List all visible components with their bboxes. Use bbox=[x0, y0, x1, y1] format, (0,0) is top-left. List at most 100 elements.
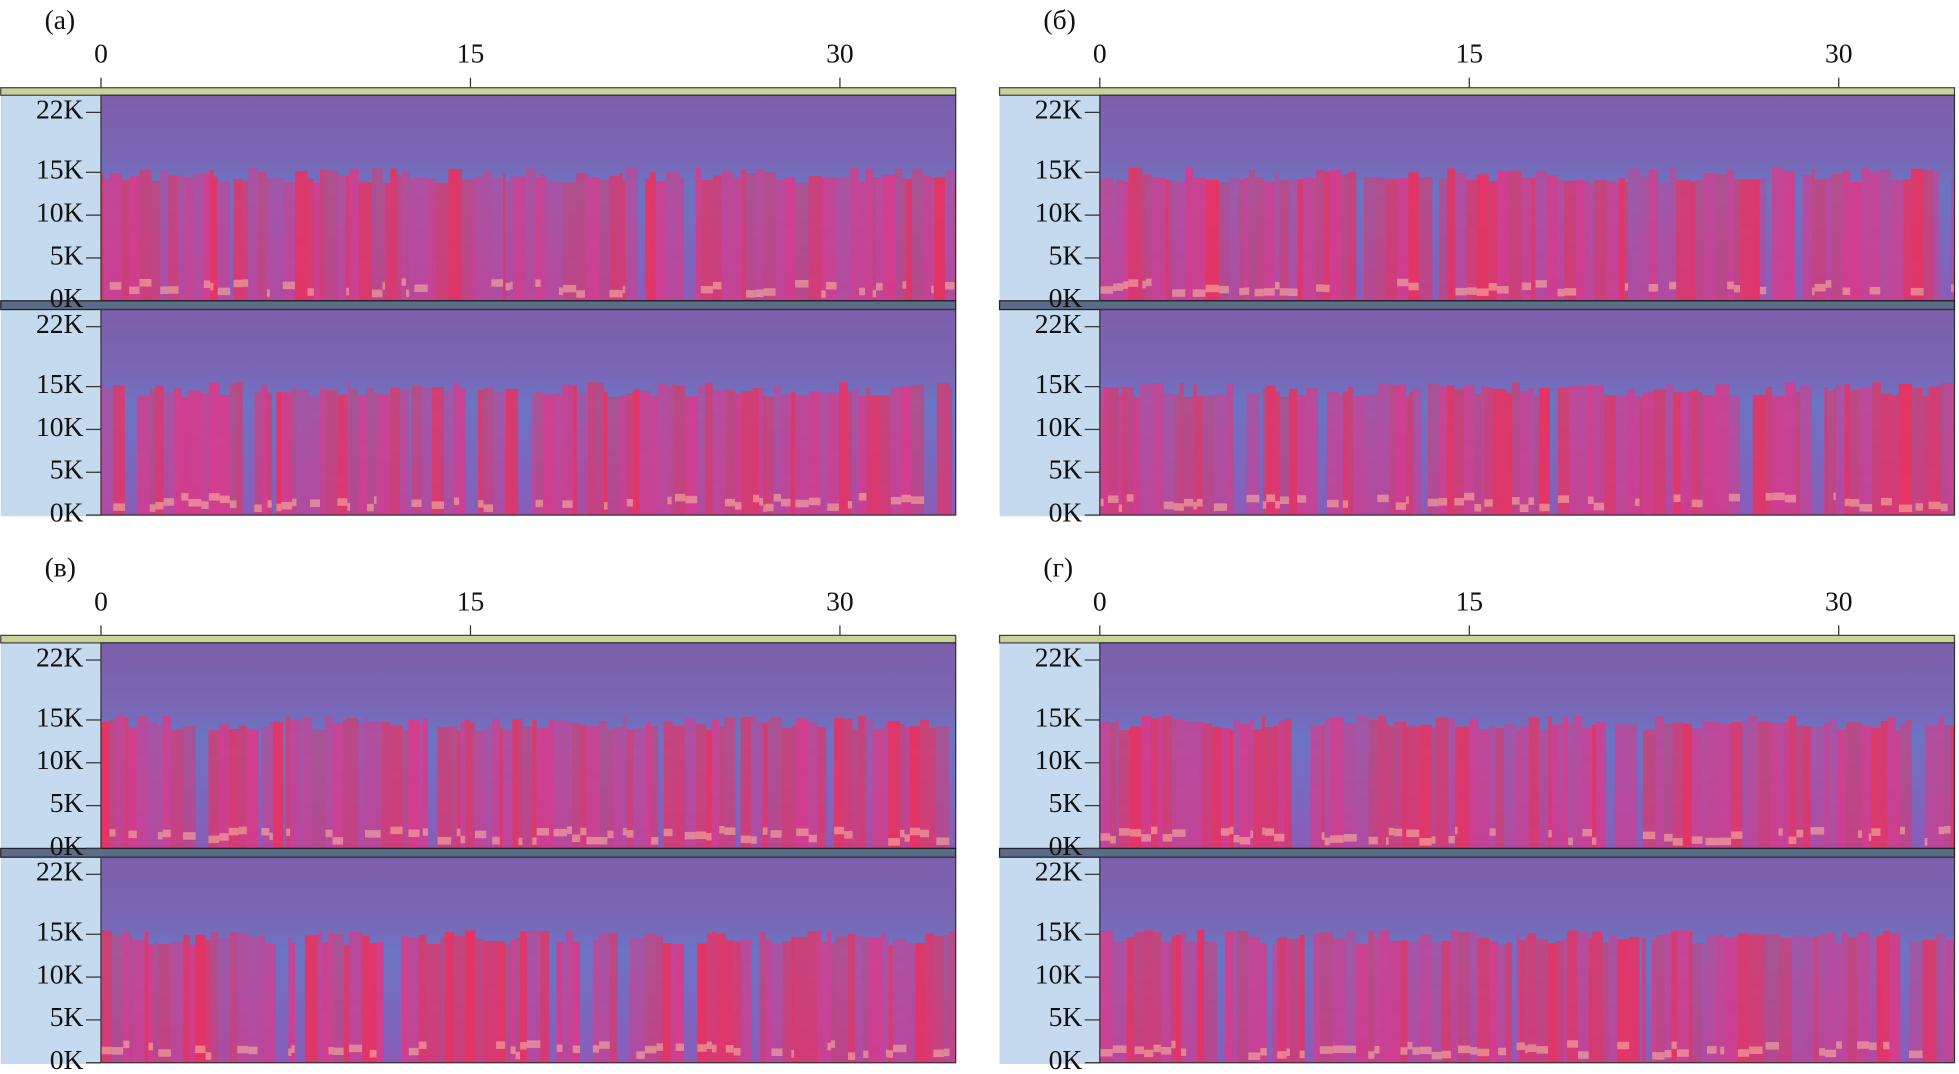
spectrogram-band bbox=[257, 171, 267, 301]
spectrogram-low bbox=[1408, 282, 1419, 291]
spectrogram-low bbox=[821, 290, 826, 298]
spectrogram-low bbox=[808, 834, 817, 843]
spectrogram-band bbox=[1197, 929, 1205, 1063]
spectrogram-band bbox=[510, 176, 513, 301]
spectrogram-band bbox=[740, 939, 752, 1063]
spectrogram-band bbox=[1260, 942, 1267, 1063]
spectrogram-low bbox=[1205, 284, 1220, 293]
spectrogram-low bbox=[1814, 283, 1826, 292]
spectrogram-band bbox=[540, 173, 544, 301]
spectrogram-low bbox=[478, 500, 484, 508]
spectrogram-low bbox=[337, 498, 348, 506]
spectrogram-band bbox=[1803, 936, 1814, 1063]
spectrogram-band bbox=[1539, 729, 1549, 849]
spectrogram-low bbox=[408, 829, 420, 838]
spectrogram-low bbox=[1324, 837, 1330, 846]
spectrogram-low bbox=[1519, 1042, 1526, 1050]
spectrogram-low bbox=[936, 837, 950, 845]
spectrogram-band bbox=[1702, 719, 1706, 849]
spectrogram-band bbox=[288, 936, 292, 1063]
spectrogram-band bbox=[136, 395, 150, 516]
spectrogram-low bbox=[210, 282, 214, 291]
spectrogram-band bbox=[1388, 726, 1395, 849]
spectrogram-band bbox=[291, 943, 295, 1063]
spectrogram-band bbox=[868, 937, 882, 1063]
spectrogram-band bbox=[910, 384, 925, 516]
spectrogram-band bbox=[1528, 717, 1540, 849]
spectrogram-band bbox=[1103, 387, 1108, 516]
spectrogram-band bbox=[1629, 937, 1640, 1063]
spectrogram-low bbox=[886, 1049, 889, 1058]
spectrogram-low bbox=[373, 496, 377, 504]
spectrogram-band bbox=[1181, 931, 1187, 1063]
spectrogram-band bbox=[401, 171, 406, 301]
x-tick-label: 30 bbox=[1825, 38, 1853, 69]
spectrogram-low bbox=[1691, 836, 1703, 844]
spectrogram-band bbox=[1332, 938, 1346, 1063]
spectrogram-band bbox=[1871, 727, 1881, 849]
spectrogram-band bbox=[540, 931, 550, 1063]
spectrogram-band bbox=[1338, 395, 1343, 516]
spectrogram-low bbox=[1484, 499, 1493, 507]
spectrogram-low bbox=[888, 838, 900, 846]
spectrogram-band bbox=[472, 179, 477, 301]
spectrogram-band bbox=[1602, 942, 1609, 1063]
spectrogram-low bbox=[1564, 288, 1577, 296]
spectrogram-band bbox=[347, 382, 351, 516]
spectrogram-band bbox=[1145, 173, 1152, 301]
spectrogram-band bbox=[1664, 933, 1672, 1063]
spectrogram-band bbox=[219, 395, 230, 516]
spectrogram-band bbox=[402, 729, 409, 849]
top-bar bbox=[0, 634, 957, 644]
spectrogram-low bbox=[636, 1051, 645, 1059]
spectrogram-band bbox=[1249, 169, 1255, 301]
spectrogram-band bbox=[1928, 386, 1941, 516]
spectrogram-band bbox=[144, 932, 149, 1063]
spectrogram-band bbox=[1489, 941, 1499, 1063]
spectrogram-low bbox=[572, 834, 581, 843]
spectrogram-low bbox=[910, 496, 925, 504]
spectrogram-low bbox=[1731, 831, 1743, 839]
spectrogram-low bbox=[626, 499, 634, 507]
spectrogram-low bbox=[291, 1045, 295, 1053]
spectrogram-low bbox=[1836, 1041, 1843, 1049]
spectrogram-band bbox=[594, 382, 604, 516]
spectrogram-band bbox=[464, 930, 476, 1063]
spectrogram-low bbox=[286, 828, 291, 836]
spectrogram-band bbox=[205, 940, 212, 1063]
spectrogram-band bbox=[821, 178, 826, 301]
spectrogram-low bbox=[890, 496, 902, 505]
spectrogram-low bbox=[1260, 1047, 1267, 1056]
panel-label: (г) bbox=[1043, 552, 1073, 583]
spectrogram-band bbox=[1883, 930, 1890, 1063]
spectrogram-band bbox=[547, 181, 559, 301]
spectrogram-band bbox=[1857, 722, 1863, 849]
spectrogram-low bbox=[1728, 493, 1741, 502]
spectrogram-band bbox=[1727, 169, 1734, 301]
spectrogram-band bbox=[208, 730, 220, 849]
spectrogram-band bbox=[1535, 171, 1547, 301]
spectrogram-low bbox=[219, 495, 230, 504]
spectrogram-band bbox=[782, 941, 792, 1063]
spectrogram-band bbox=[1950, 180, 1955, 301]
spectrogram-band bbox=[1366, 394, 1378, 516]
spectrogram-band bbox=[371, 168, 383, 301]
spectrogram-low bbox=[496, 1041, 506, 1049]
spectrogram-band bbox=[1752, 394, 1766, 516]
panel-label: (б) bbox=[1043, 4, 1075, 35]
spectrogram-band bbox=[1903, 179, 1911, 301]
spectrogram-band bbox=[1313, 934, 1320, 1063]
spectrogram-low bbox=[1262, 827, 1265, 835]
spectrogram-band bbox=[771, 943, 783, 1063]
spectrogram-low bbox=[1470, 1047, 1478, 1055]
spectrogram-low bbox=[1672, 838, 1683, 846]
spectrogram-band bbox=[163, 392, 175, 516]
spectrogram-low bbox=[1326, 499, 1339, 508]
spectrogram-band bbox=[1912, 387, 1916, 516]
spectrogram-band bbox=[1284, 718, 1292, 849]
spectrogram-band bbox=[807, 931, 818, 1063]
spectrogram-band bbox=[1940, 382, 1948, 516]
spectrogram-band bbox=[129, 936, 133, 1063]
spectrogram-band bbox=[836, 178, 851, 301]
spectrogram-low bbox=[1857, 830, 1863, 838]
